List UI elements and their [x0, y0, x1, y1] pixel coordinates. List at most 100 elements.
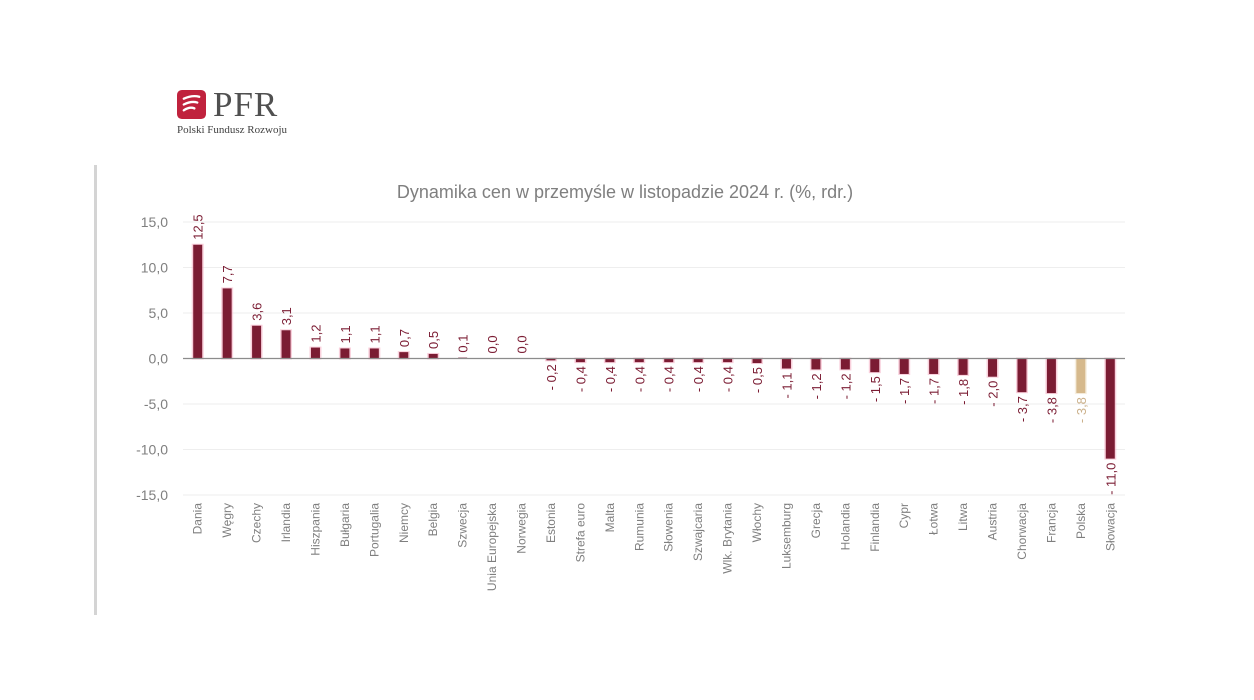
x-tick-label: Malta: [603, 503, 617, 533]
bar-strefa-euro: [575, 358, 585, 363]
x-tick-label: Unia Europejska: [485, 503, 499, 591]
data-label: 1,1: [367, 325, 382, 343]
x-tick-label: Chorwacja: [1015, 503, 1029, 560]
bar-hiszpania: [310, 347, 320, 359]
data-label: 0,1: [456, 335, 471, 353]
x-tick-label: Szwajcaria: [691, 503, 705, 561]
data-label: - 1,5: [868, 376, 883, 402]
x-tick-label: Węgry: [220, 503, 234, 538]
logo-subtitle: Polski Fundusz Rozwoju: [177, 124, 288, 136]
y-tick-label: -5,0: [144, 396, 168, 412]
bar-austria: [988, 358, 998, 377]
logo-name: PFR: [213, 85, 279, 124]
data-label: - 1,2: [838, 373, 853, 399]
bar-włochy: [752, 358, 762, 364]
bar-czechy: [252, 325, 262, 359]
data-label: - 11,0: [1103, 463, 1118, 495]
x-tick-label: Łotwa: [927, 503, 941, 535]
data-label: 0,0: [515, 335, 530, 353]
x-tick-label: Norwegia: [515, 503, 529, 554]
bar-malta: [605, 358, 615, 363]
data-label: - 3,8: [1044, 397, 1059, 423]
x-tick-label: Belgia: [426, 503, 440, 537]
data-label: - 0,4: [691, 366, 706, 392]
data-label: - 0,4: [603, 366, 618, 392]
bar-francja: [1046, 358, 1056, 394]
x-tick-label: Słowenia: [662, 503, 676, 552]
x-tick-label: Finlandia: [868, 503, 882, 552]
bar-finlandia: [870, 358, 880, 373]
x-tick-label: Bułgaria: [338, 503, 352, 547]
data-label: - 1,7: [897, 378, 912, 404]
bar-grecja: [811, 358, 821, 370]
pfr-logo-mark-icon: [177, 90, 206, 119]
bar-holandia: [840, 358, 850, 370]
bar-słowenia: [664, 358, 674, 363]
bar-portugalia: [369, 348, 379, 359]
data-label: 1,2: [308, 325, 323, 343]
x-tick-label: Rumunia: [632, 503, 646, 551]
data-label: - 1,8: [956, 379, 971, 405]
bar-słowacja: [1105, 358, 1115, 459]
x-tick-label: Wlk. Brytania: [721, 503, 735, 574]
y-tick-label: -15,0: [136, 487, 168, 503]
x-tick-label: Litwa: [956, 503, 970, 531]
bar-estonia: [546, 358, 556, 361]
x-tick-label: Irlandia: [279, 503, 293, 543]
x-tick-label: Estonia: [544, 503, 558, 543]
bar-wlk-brytania: [723, 358, 733, 363]
bar-cypr: [899, 358, 909, 374]
data-label: - 3,8: [1074, 397, 1089, 423]
bar-bułgaria: [340, 348, 350, 359]
data-label: 12,5: [191, 214, 206, 239]
x-tick-label: Włochy: [750, 503, 764, 542]
bar-luksemburg: [781, 358, 791, 369]
y-tick-label: 15,0: [141, 214, 168, 230]
data-label: - 1,2: [809, 373, 824, 399]
bar-polska: [1076, 358, 1086, 394]
bar-dania: [193, 244, 203, 359]
y-tick-label: 5,0: [149, 305, 169, 321]
data-label: - 2,0: [986, 381, 1001, 407]
y-tick-label: -10,0: [136, 442, 168, 458]
bar-litwa: [958, 358, 968, 375]
x-tick-label: Dania: [191, 503, 205, 535]
data-label: - 1,1: [779, 373, 794, 399]
y-tick-label: 0,0: [149, 351, 169, 367]
y-tick-label: 10,0: [141, 260, 168, 276]
x-tick-label: Luksemburg: [779, 503, 793, 569]
x-tick-label: Portugalia: [367, 503, 381, 557]
x-tick-label: Holandia: [838, 503, 852, 551]
data-label: 3,1: [279, 307, 294, 325]
data-label: - 0,4: [632, 366, 647, 392]
bar-niemcy: [399, 352, 409, 359]
data-label: - 0,4: [721, 366, 736, 392]
x-tick-label: Szwecja: [456, 503, 470, 548]
x-tick-label: Strefa euro: [573, 503, 587, 563]
data-label: 0,0: [485, 335, 500, 353]
data-label: - 0,4: [662, 366, 677, 392]
data-label: 3,6: [250, 303, 265, 321]
x-tick-label: Słowacja: [1103, 503, 1117, 551]
data-label: 7,7: [220, 265, 235, 283]
data-label: - 0,5: [750, 367, 765, 393]
bar-łotwa: [929, 358, 939, 374]
x-tick-label: Polska: [1074, 503, 1088, 539]
data-label: 0,5: [426, 331, 441, 349]
data-label: - 0,2: [544, 364, 559, 390]
data-label: 0,7: [397, 329, 412, 347]
x-tick-label: Austria: [986, 503, 1000, 541]
x-tick-label: Grecja: [809, 503, 823, 539]
bar-rumunia: [634, 358, 644, 363]
bar-chorwacja: [1017, 358, 1027, 393]
bar-węgry: [222, 288, 232, 359]
bar-belgia: [428, 353, 438, 359]
x-tick-label: Niemcy: [397, 503, 411, 543]
left-divider: [94, 165, 97, 615]
x-tick-label: Czechy: [250, 503, 264, 543]
x-tick-label: Francja: [1044, 503, 1058, 543]
data-label: - 0,4: [573, 366, 588, 392]
data-label: 1,1: [338, 325, 353, 343]
x-tick-label: Hiszpania: [308, 503, 322, 556]
